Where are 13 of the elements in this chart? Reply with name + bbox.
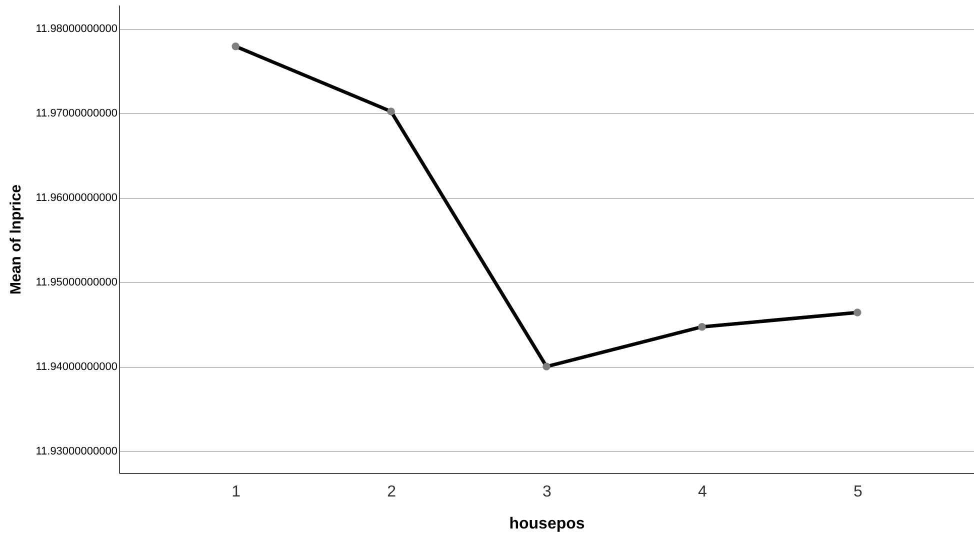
y-tick-label: 11.98000000000: [36, 23, 118, 36]
y-tick-label: 11.95000000000: [36, 276, 118, 289]
x-tick-label: 5: [853, 484, 862, 500]
x-axis-title: housepos: [509, 516, 585, 532]
x-tick-label: 3: [542, 484, 552, 500]
x-tick-label: 2: [387, 484, 396, 500]
y-tick-label: 11.96000000000: [36, 192, 118, 204]
y-axis-title: Mean of lnprice: [8, 184, 25, 295]
y-tick-label: 11.93000000000: [36, 446, 118, 458]
x-tick-label: 4: [698, 484, 707, 500]
x-tick-label: 1: [232, 484, 241, 500]
y-tick-label: 11.94000000000: [36, 361, 118, 374]
y-tick-label: 11.97000000000: [36, 108, 118, 120]
